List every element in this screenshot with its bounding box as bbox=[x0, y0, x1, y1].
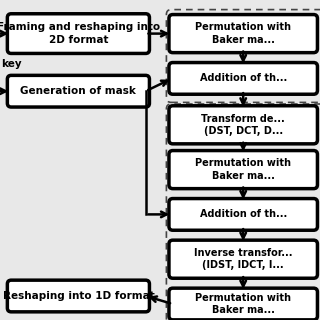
FancyBboxPatch shape bbox=[169, 14, 317, 52]
Text: Reshaping into 1D format: Reshaping into 1D format bbox=[3, 291, 154, 301]
Text: Generation of mask: Generation of mask bbox=[20, 86, 136, 96]
FancyBboxPatch shape bbox=[169, 240, 317, 278]
FancyBboxPatch shape bbox=[169, 288, 317, 320]
FancyBboxPatch shape bbox=[169, 198, 317, 230]
Text: Transform de...
(DST, DCT, D...: Transform de... (DST, DCT, D... bbox=[201, 114, 285, 136]
FancyBboxPatch shape bbox=[7, 280, 149, 312]
Text: Permutation with
Baker ma...: Permutation with Baker ma... bbox=[195, 158, 291, 181]
Text: Framing and reshaping into
2D format: Framing and reshaping into 2D format bbox=[0, 22, 160, 45]
Text: Addition of th...: Addition of th... bbox=[200, 73, 287, 84]
Text: Permutation with
Baker ma...: Permutation with Baker ma... bbox=[195, 293, 291, 315]
Text: Inverse transfor...
(IDST, IDCT, I...: Inverse transfor... (IDST, IDCT, I... bbox=[194, 248, 292, 270]
FancyBboxPatch shape bbox=[169, 151, 317, 189]
FancyBboxPatch shape bbox=[169, 63, 317, 94]
Text: Permutation with
Baker ma...: Permutation with Baker ma... bbox=[195, 22, 291, 45]
Text: key: key bbox=[2, 59, 22, 69]
FancyBboxPatch shape bbox=[7, 14, 149, 53]
FancyBboxPatch shape bbox=[7, 76, 149, 107]
FancyBboxPatch shape bbox=[169, 106, 317, 144]
Text: Addition of th...: Addition of th... bbox=[200, 209, 287, 220]
